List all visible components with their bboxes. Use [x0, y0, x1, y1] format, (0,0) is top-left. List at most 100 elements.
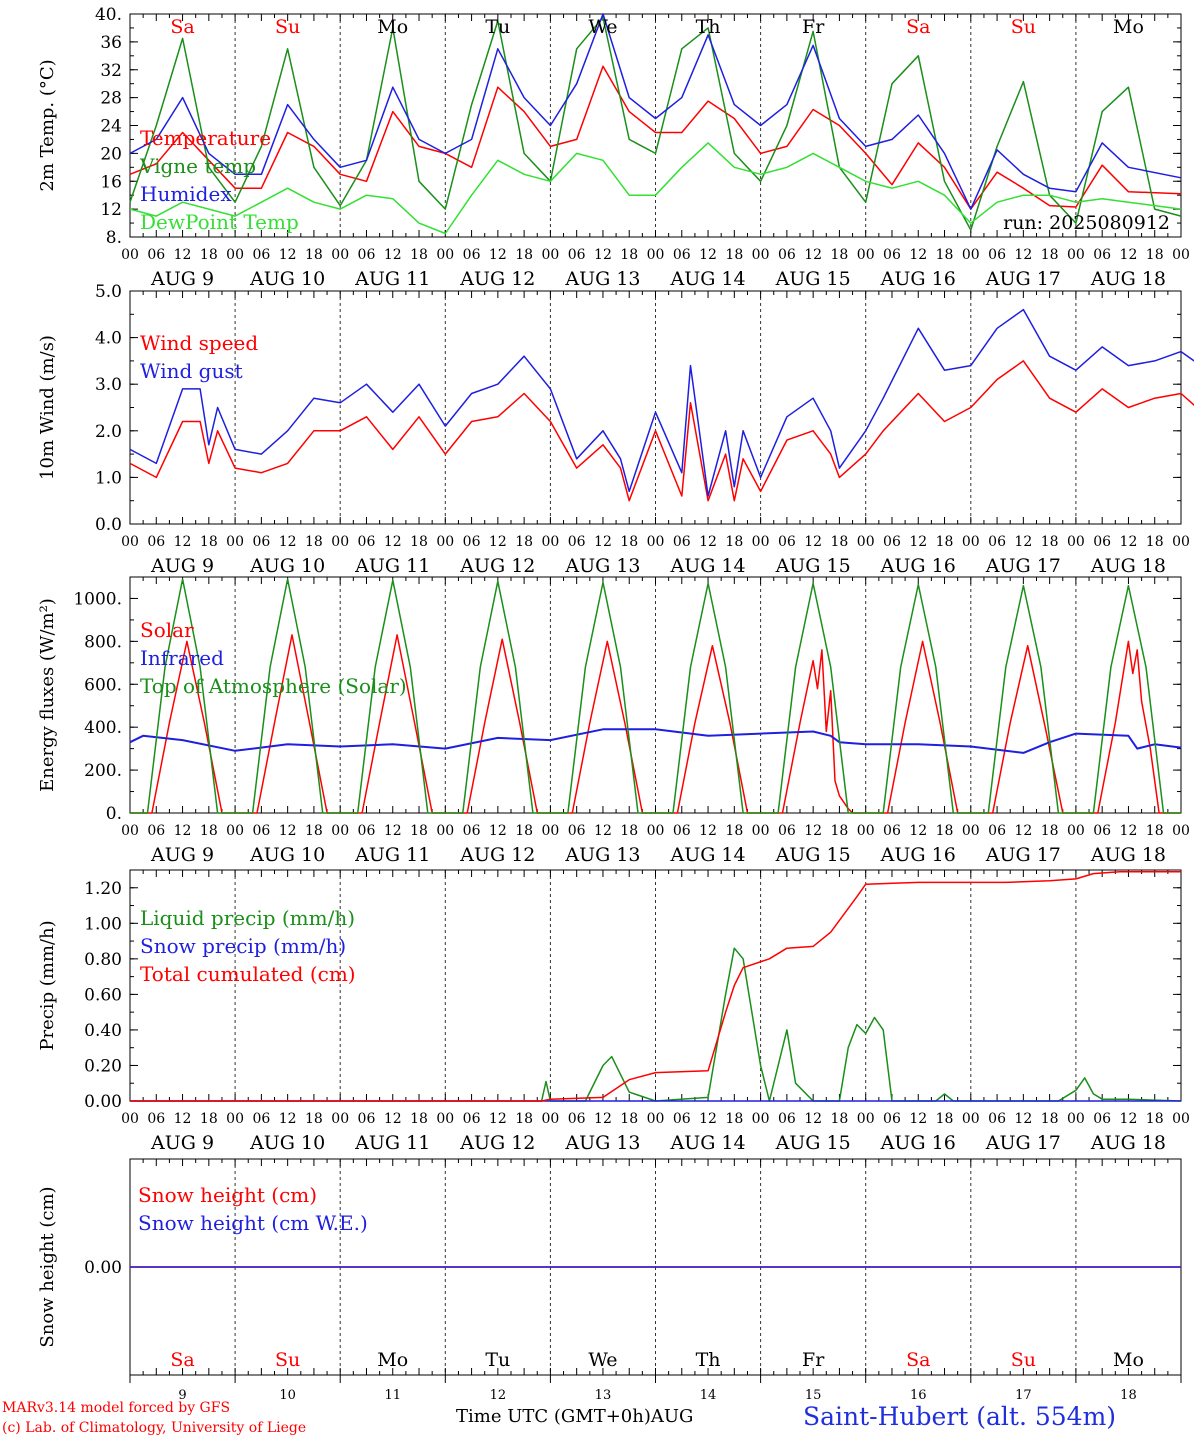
legend-entry: Infrared [140, 646, 224, 670]
hour-tick-label: 12 [174, 247, 192, 263]
series-line [130, 871, 1181, 1102]
date-label: AUG 10 [249, 1132, 325, 1154]
hour-tick-label: 12 [1120, 534, 1138, 550]
hour-tick-label: 00 [752, 1111, 770, 1127]
y-tick-label: 1.0 [95, 468, 122, 488]
y-tick-label: 0. [106, 804, 122, 824]
hour-tick-label: 00 [226, 247, 244, 263]
hour-tick-label: 06 [1093, 534, 1111, 550]
hour-tick-label: 18 [936, 247, 954, 263]
y-axis-label: 10m Wind (m/s) [37, 335, 58, 480]
lab-credit: (c) Lab. of Climatology, University of L… [2, 1420, 307, 1436]
hour-tick-label: 06 [463, 247, 481, 263]
hour-tick-label: 12 [1014, 823, 1032, 839]
date-label: AUG 9 [150, 268, 214, 290]
day-number: 11 [384, 1388, 401, 1403]
hour-tick-label: 18 [410, 1111, 428, 1127]
hour-tick-label: 00 [331, 247, 349, 263]
hour-tick-label: 06 [988, 1111, 1006, 1127]
legend-entry: Humidex [140, 182, 232, 206]
hour-tick-label: 06 [778, 534, 796, 550]
hour-tick-label: 12 [804, 247, 822, 263]
day-name-bottom: Fr [802, 1349, 825, 1371]
hour-tick-label: 06 [1093, 823, 1111, 839]
y-tick-label: 32 [100, 61, 122, 81]
hour-tick-label: 18 [936, 534, 954, 550]
hour-tick-label: 06 [463, 1111, 481, 1127]
day-name: Th [696, 16, 721, 38]
hour-tick-label: 06 [778, 247, 796, 263]
day-name: Mo [377, 16, 408, 38]
hour-tick-label: 06 [252, 534, 270, 550]
hour-tick-label: 00 [331, 1111, 349, 1127]
date-label: AUG 14 [669, 555, 745, 577]
legend-entry: Top of Atmosphere (Solar) [140, 674, 407, 698]
hour-tick-label: 18 [725, 1111, 743, 1127]
hour-tick-label: 00 [857, 247, 875, 263]
hour-tick-label: 18 [1041, 823, 1059, 839]
date-label: AUG 18 [1090, 844, 1166, 866]
hour-tick-label: 18 [200, 1111, 218, 1127]
hour-tick-label: 00 [857, 1111, 875, 1127]
panel-2: 0.0 1.0 2.0 3.0 4.0 5.0 10m Wind (m/s) 00 06 12 18… [37, 282, 1194, 577]
hour-tick-label: 06 [463, 823, 481, 839]
day-name: We [588, 16, 617, 38]
y-tick-label: 5.0 [95, 282, 122, 302]
date-label: AUG 17 [985, 1132, 1061, 1154]
hour-tick-label: 00 [1067, 247, 1085, 263]
hour-tick-label: 12 [909, 823, 927, 839]
y-tick-label: 800. [84, 632, 122, 652]
hour-tick-label: 12 [174, 1111, 192, 1127]
series-line [129, 728, 1182, 754]
date-label: AUG 12 [459, 844, 535, 866]
hour-tick-label: 12 [804, 823, 822, 839]
hour-tick-label: 12 [489, 247, 507, 263]
run-label: run: 2025080912 [1003, 212, 1170, 234]
date-label: AUG 16 [880, 268, 956, 290]
day-name: Fr [802, 16, 825, 38]
y-tick-label: 8. [106, 228, 122, 248]
date-label: AUG 11 [354, 1132, 430, 1154]
hour-tick-label: 18 [410, 534, 428, 550]
hour-tick-label: 00 [541, 247, 559, 263]
y-tick-label: 28 [100, 89, 122, 109]
hour-tick-label: 00 [226, 1111, 244, 1127]
station-name: Saint-Hubert (alt. 554m) [803, 1402, 1117, 1431]
hour-tick-label: 18 [515, 247, 533, 263]
y-axis-label: Snow height (cm) [37, 1186, 58, 1347]
hour-tick-label: 00 [1172, 823, 1190, 839]
hour-tick-label: 06 [568, 1111, 586, 1127]
hour-tick-label: 12 [594, 534, 612, 550]
date-label: AUG 11 [354, 844, 430, 866]
hour-tick-label: 00 [331, 534, 349, 550]
y-tick-label: 0.60 [84, 985, 122, 1005]
hour-tick-label: 00 [962, 534, 980, 550]
hour-tick-label: 18 [305, 534, 323, 550]
hour-tick-label: 06 [1093, 1111, 1111, 1127]
hour-tick-label: 06 [147, 823, 165, 839]
hour-tick-label: 18 [725, 823, 743, 839]
hour-tick-label: 18 [1146, 247, 1164, 263]
hour-tick-label: 06 [673, 1111, 691, 1127]
model-credit: MARv3.14 model forced by GFS [2, 1400, 231, 1416]
hour-tick-label: 00 [121, 823, 139, 839]
hour-tick-label: 18 [305, 823, 323, 839]
day-name-bottom: Sa [170, 1349, 194, 1371]
hour-tick-label: 18 [725, 247, 743, 263]
legend-entry: DewPoint Temp [140, 210, 299, 234]
date-label: AUG 10 [249, 844, 325, 866]
hour-tick-label: 06 [463, 534, 481, 550]
day-name: Sa [906, 16, 930, 38]
day-name: Tu [485, 16, 510, 38]
hour-tick-label: 12 [1120, 247, 1138, 263]
date-label: AUG 15 [775, 555, 851, 577]
legend-entry: Snow height (cm) [138, 1183, 317, 1207]
hour-tick-label: 12 [174, 823, 192, 839]
hour-tick-label: 18 [200, 247, 218, 263]
day-name-bottom: Th [696, 1349, 721, 1371]
date-label: AUG 17 [985, 268, 1061, 290]
hour-tick-label: 06 [568, 247, 586, 263]
date-label: AUG 16 [880, 844, 956, 866]
y-tick-label: 0.20 [84, 1056, 122, 1076]
hour-tick-label: 12 [174, 534, 192, 550]
